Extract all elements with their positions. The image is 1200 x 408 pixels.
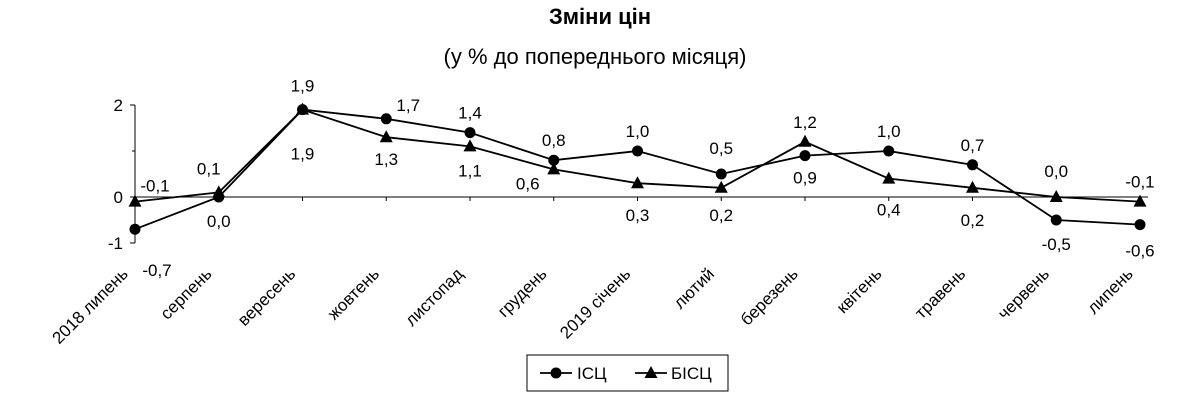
isc-point <box>548 154 560 166</box>
isc-data-label: 1,7 <box>396 96 420 115</box>
isc-data-label: 0,5 <box>709 139 733 158</box>
bisc-point <box>547 162 561 175</box>
bisc-data-label: 1,9 <box>291 145 315 164</box>
bisc-data-label: -0,1 <box>140 177 169 196</box>
isc-legend-icon <box>550 367 562 379</box>
isc-data-label: 0,0 <box>207 212 231 231</box>
bisc-point <box>128 194 142 207</box>
bisc-point <box>463 139 477 152</box>
x-tick-label: червень <box>994 264 1053 323</box>
isc-data-label: 1,0 <box>626 122 650 141</box>
bisc-data-label: 0,4 <box>877 201 901 220</box>
bisc-data-label: 1,3 <box>374 150 398 169</box>
bisc-point <box>631 176 644 189</box>
x-tick-label: вересень <box>234 264 299 329</box>
bisc-data-label: 1,2 <box>793 113 817 132</box>
isc-data-label: 0,7 <box>961 136 985 155</box>
isc-point <box>799 150 811 162</box>
isc-point <box>967 159 978 171</box>
isc-point <box>380 113 392 125</box>
x-tick-label: квітень <box>833 264 886 317</box>
isc-point <box>715 168 727 180</box>
isc-point <box>129 223 141 235</box>
bisc-data-label: 0,6 <box>516 174 540 193</box>
bisc-point <box>1049 190 1063 202</box>
isc-data-label: 0,9 <box>793 169 817 188</box>
bisc-point <box>714 180 728 193</box>
legend-label: БІСЦ <box>671 364 712 383</box>
bisc-data-label: -0,1 <box>1125 173 1154 192</box>
y-tick-label: 0 <box>114 188 123 207</box>
isc-point <box>883 145 895 157</box>
bisc-point <box>882 171 896 184</box>
bisc-point <box>966 180 979 193</box>
x-tick-label: 2019 січень <box>556 264 634 342</box>
isc-data-label: -0,5 <box>1042 235 1071 254</box>
bisc-data-label: 0,0 <box>1044 162 1068 181</box>
bisc-data-label: 0,2 <box>709 206 733 225</box>
bisc-point <box>379 130 393 143</box>
isc-data-label: 1,0 <box>877 122 901 141</box>
isc-point <box>1050 214 1062 226</box>
bisc-data-label: 0,2 <box>961 211 985 230</box>
isc-point <box>632 145 643 157</box>
bisc-point <box>212 185 226 198</box>
y-tick-label: -1 <box>108 234 123 253</box>
chart-title: Зміни цін <box>548 4 652 29</box>
bisc-data-label: 0,3 <box>626 206 650 225</box>
isc-data-label: -0,6 <box>1125 242 1154 261</box>
isc-data-label: 1,9 <box>291 77 315 96</box>
bisc-data-label: 1,1 <box>458 161 482 180</box>
x-tick-label: листопад <box>401 264 466 329</box>
x-tick-label: лютий <box>670 264 718 312</box>
bisc-point <box>798 134 812 147</box>
x-tick-label: травень <box>911 264 969 322</box>
x-tick-label: жовтень <box>324 264 383 323</box>
isc-data-label: -0,7 <box>142 261 171 280</box>
bisc-legend-icon <box>644 366 658 378</box>
x-tick-label: грудень <box>494 264 551 321</box>
bisc-data-label: 0,1 <box>197 159 221 178</box>
isc-point <box>464 127 476 139</box>
bisc-point <box>1133 194 1147 207</box>
isc-data-label: 1,4 <box>458 104 482 123</box>
chart-subtitle: (у % до попереднього місяця) <box>443 44 747 69</box>
x-tick-label: липень <box>1084 264 1137 317</box>
legend-label: ІСЦ <box>577 364 607 383</box>
isc-data-label: 0,8 <box>542 131 566 150</box>
bisc-point <box>296 102 309 115</box>
isc-point <box>1134 219 1146 231</box>
x-tick-label: березень <box>737 264 802 329</box>
x-tick-label: 2018 липень <box>48 264 131 347</box>
y-tick-label: 2 <box>114 96 123 115</box>
